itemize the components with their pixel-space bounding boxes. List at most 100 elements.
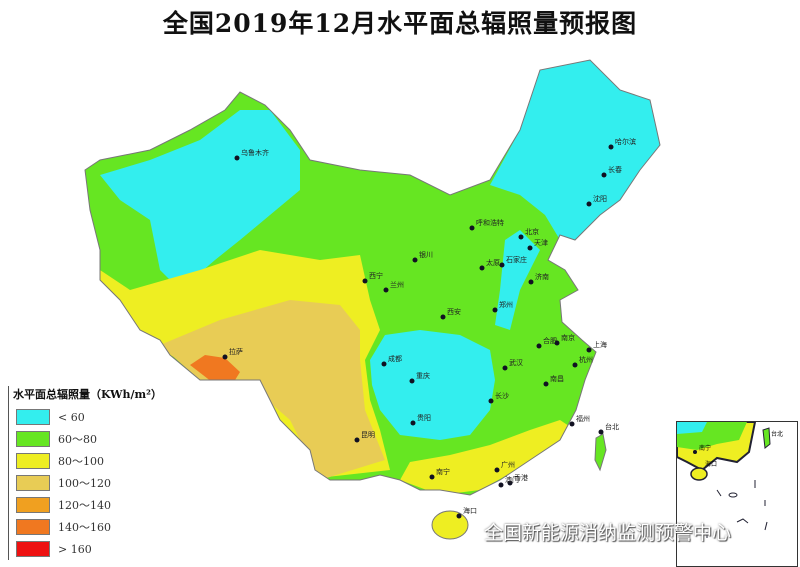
legend-label: 140～160 [58,521,111,534]
city-label: 南京 [561,333,575,342]
city-dot [528,279,534,285]
city-marker: 银川 [412,250,433,263]
inset-city-label: 海口 [705,460,717,468]
city-label: 上海 [593,340,607,349]
legend-label: 60～80 [58,433,97,446]
city-dot [469,225,475,231]
city-dot [410,420,416,426]
taiwan-island [594,433,607,472]
city-label: 海口 [463,506,477,515]
city-dot [383,287,389,293]
city-dot [409,378,415,384]
city-marker: 昆明 [354,431,375,443]
city-marker: 太原 [479,258,500,271]
city-marker: 台北 [598,422,619,435]
city-marker: 重庆 [409,371,430,384]
city-marker: 兰州 [383,280,404,293]
city-label: 长春 [608,165,622,174]
city-marker: 石家庄 [499,255,527,268]
city-marker: 上海 [586,340,607,353]
legend-label: 120～140 [58,499,111,512]
legend-label: > 160 [58,542,92,556]
city-label: 乌鲁木齐 [241,148,269,157]
city-dot [362,278,368,284]
city-label: 武汉 [509,358,523,367]
city-marker: 西宁 [362,271,383,284]
city-marker: 西安 [440,307,461,320]
city-marker: 北京 [518,227,539,240]
city-label: 台北 [605,422,619,431]
city-dot [586,201,592,207]
legend-title: 水平面总辐照量（KWh/m²） [13,388,162,401]
city-dot [536,343,542,349]
city-label: 杭州 [579,355,593,364]
hainan-island [431,510,469,540]
city-marker: 南宁 [429,467,450,480]
legend-swatch [16,541,50,557]
city-marker: 澳门 [498,475,519,488]
legend: 水平面总辐照量（KWh/m²） < 60 60～80 80～100 100～120 12… [8,386,162,560]
city-dot [429,474,435,480]
legend-swatch [16,497,50,513]
city-dot [543,381,549,387]
legend-swatch [16,409,50,425]
city-label: 南昌 [550,374,564,383]
city-dot [601,172,607,178]
city-dot [381,361,387,367]
city-marker: 呼和浩特 [469,218,504,231]
city-dot [234,155,240,161]
city-label: 拉萨 [229,347,243,356]
city-label: 长沙 [495,391,509,400]
city-label: 银川 [419,250,433,259]
city-dot [608,144,614,150]
city-marker: 济南 [528,272,549,285]
legend-item: 120～140 [13,494,162,516]
legend-label: < 60 [58,410,85,424]
city-label: 太原 [486,258,500,267]
city-label: 郑州 [499,301,513,309]
city-label: 西宁 [369,271,383,280]
city-marker: 哈尔滨 [608,137,636,150]
city-label: 广州 [501,460,515,469]
city-dot [488,398,494,404]
city-marker: 福州 [569,414,590,427]
city-label: 贵阳 [417,413,431,422]
map-title: 全国2019年12月水平面总辐照量预报图 [162,9,638,38]
city-dot [554,340,560,346]
city-label: 合肥 [543,336,557,345]
legend-swatch [16,453,50,469]
legend-swatch [16,431,50,447]
city-label: 成都 [388,354,402,363]
legend-swatch [16,519,50,535]
city-label: 兰州 [390,280,404,289]
region-lt60-sichuan [370,330,495,440]
city-dot [492,307,498,313]
city-dot [598,429,604,435]
city-dot [222,354,228,360]
region-80-100-south [400,420,575,495]
city-label: 天津 [534,239,548,247]
city-label: 澳门 [505,475,519,484]
city-dot [456,513,462,519]
city-label: 哈尔滨 [615,137,636,146]
watermark: 全国新能源消纳监测预警中心 [484,522,732,544]
city-marker: 成都 [381,354,402,367]
city-marker: 广州 [494,460,515,473]
city-dot [518,234,524,240]
city-label: 香港 [514,473,528,482]
legend-swatch [16,475,50,491]
region-140-160 [190,355,240,385]
city-dot [569,421,575,427]
city-marker: 天津 [527,239,548,251]
city-label: 昆明 [361,431,375,439]
city-label: 沈阳 [593,194,607,203]
city-marker: 郑州 [492,301,513,313]
city-marker: 合肥 [536,336,557,349]
city-dot [527,245,533,251]
city-label: 西安 [447,307,461,316]
city-marker: 长沙 [488,391,509,404]
city-dot [354,437,360,443]
city-marker: 杭州 [572,355,593,368]
city-marker: 香港 [507,473,528,486]
